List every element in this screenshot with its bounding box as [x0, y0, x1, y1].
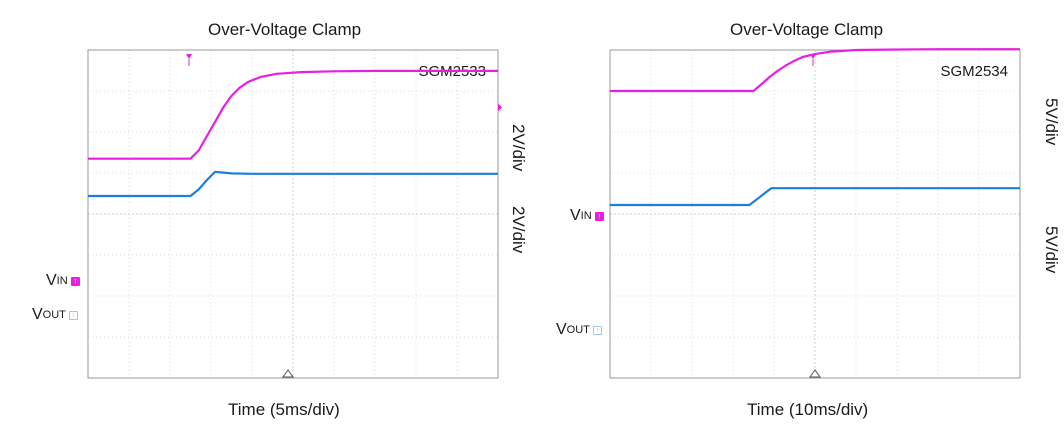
vout-label-sub: OUT [566, 324, 590, 336]
chart-title: Over-Voltage Clamp [208, 20, 362, 39]
vout-ground-marker-icon: ↑ [592, 325, 602, 335]
vout-ground-marker-icon: ↑ [68, 310, 78, 320]
vout-channel-label: V OUT ↑ [556, 321, 602, 339]
vout-scale-label: 2V/div [509, 206, 528, 254]
chart-panel-sgm2534: Over-Voltage Clamp SGM2534 5V/div 5V/div… [532, 0, 1064, 438]
scope-plot-sgm2533: SGM2533 [87, 49, 502, 379]
plot-frame [87, 49, 499, 379]
vin-scale-label: 2V/div [509, 124, 528, 172]
vout-trace [88, 170, 498, 198]
vin-channel-label: V IN ↑ [570, 207, 604, 225]
vin-trace [610, 48, 1020, 93]
grid [88, 50, 498, 378]
chart-panel-sgm2533: Over-Voltage Clamp SGM2533 2V/div 2V/div… [32, 20, 528, 419]
vout-scale-label: 5V/div [1042, 226, 1061, 274]
model-label: SGM2534 [940, 63, 1008, 80]
vin-ground-marker-icon: ↑ [594, 211, 604, 221]
trigger-marker-icon [810, 54, 816, 59]
chart-title: Over-Voltage Clamp [730, 20, 884, 39]
vout-label-main: V [32, 306, 43, 323]
grid [610, 50, 1020, 378]
trigger-marker-icon [186, 54, 192, 59]
time-reference-icon [809, 369, 821, 378]
scope-plot-sgm2534: SGM2534 [609, 48, 1021, 379]
vin-label-main: V [46, 272, 57, 289]
vout-trace [610, 187, 1020, 207]
vout-label-sub: OUT [42, 309, 66, 321]
vin-channel-label: V IN ↑ [46, 272, 80, 290]
vin-overflow-marker-icon [498, 103, 502, 112]
time-reference-icon [282, 369, 294, 378]
x-axis-label: Time (5ms/div) [228, 400, 340, 419]
vin-label-sub: IN [56, 275, 68, 287]
vin-label-sub: IN [580, 210, 592, 222]
vout-channel-label: V OUT ↑ [32, 306, 78, 324]
plot-frame [609, 49, 1021, 379]
vin-scale-label: 5V/div [1042, 98, 1061, 146]
x-axis-label: Time (10ms/div) [747, 400, 869, 419]
vin-label-main: V [570, 207, 581, 224]
vin-ground-marker-icon: ↑ [70, 276, 80, 286]
vin-trace [88, 69, 498, 160]
vout-label-main: V [556, 321, 567, 338]
